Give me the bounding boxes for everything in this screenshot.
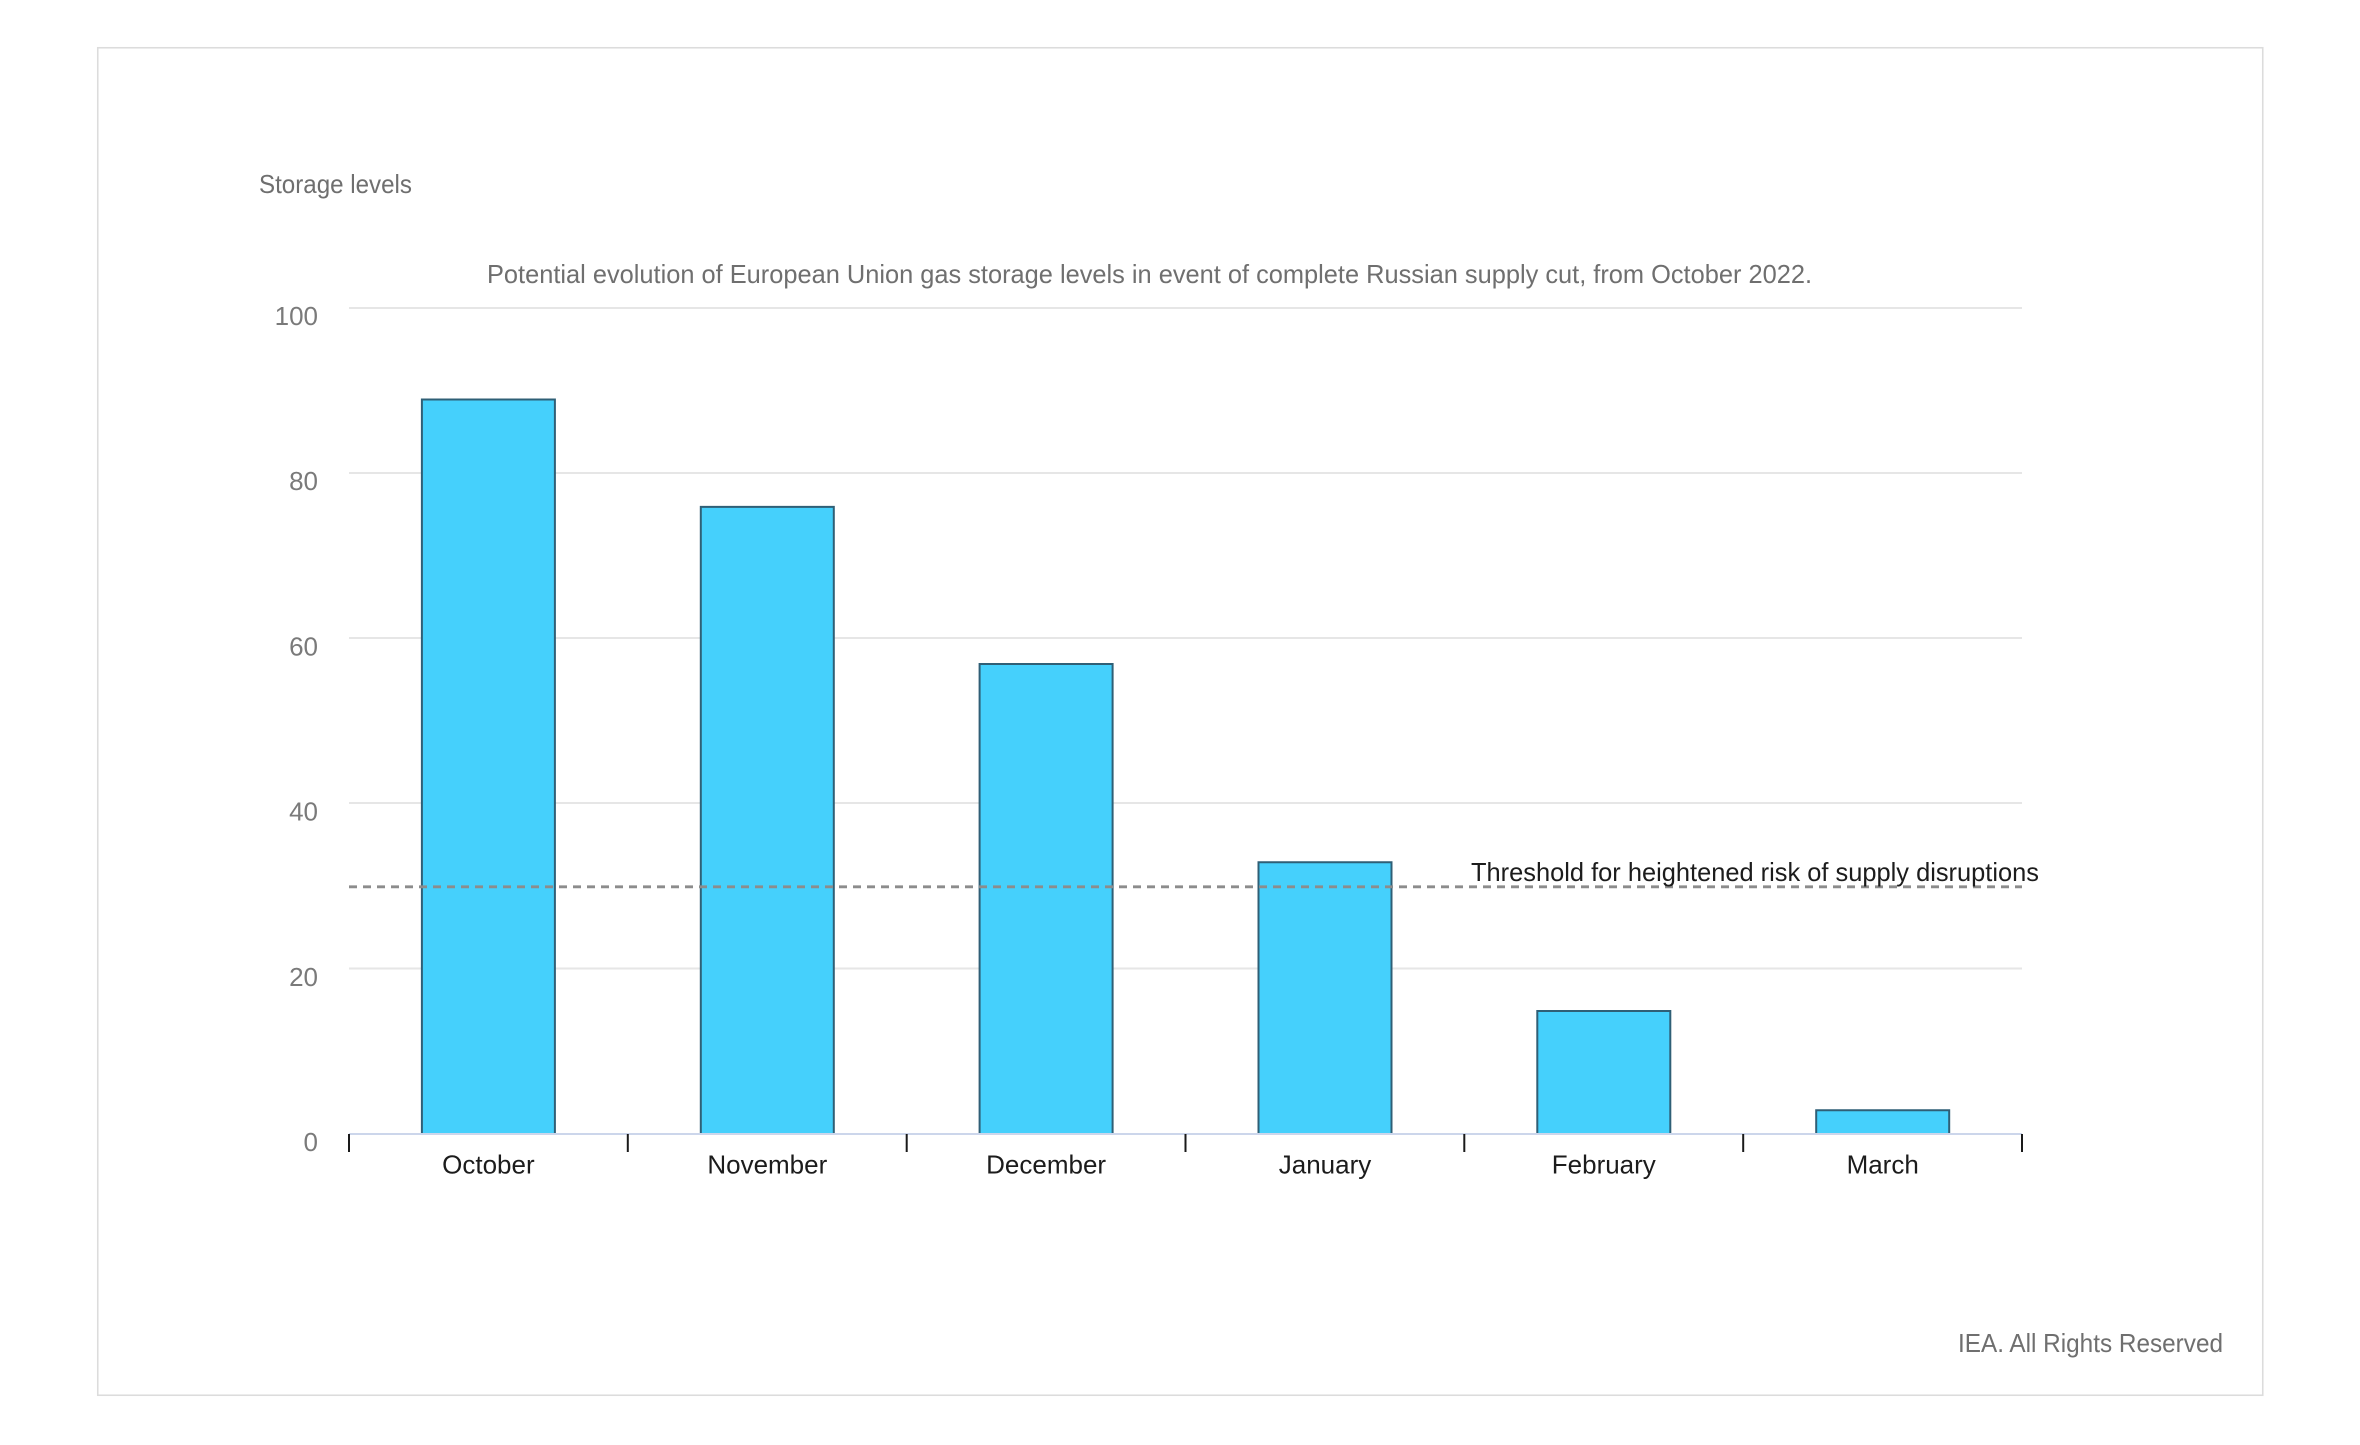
svg-text:Potential evolution of Europea: Potential evolution of European Union ga… — [487, 259, 1812, 289]
svg-text:Threshold for heightened risk: Threshold for heightened risk of supply … — [1471, 857, 2039, 887]
svg-text:October: October — [442, 1150, 535, 1180]
svg-text:80: 80 — [289, 466, 318, 496]
svg-text:40: 40 — [289, 797, 318, 827]
svg-text:0: 0 — [304, 1127, 318, 1157]
svg-text:March: March — [1847, 1150, 1919, 1180]
svg-text:December: December — [986, 1150, 1106, 1180]
svg-text:IEA. All Rights Reserved: IEA. All Rights Reserved — [1958, 1328, 2223, 1358]
svg-text:60: 60 — [289, 631, 318, 661]
svg-text:November: November — [707, 1150, 827, 1180]
svg-text:Storage levels: Storage levels — [259, 169, 412, 199]
svg-text:20: 20 — [289, 962, 318, 992]
svg-text:100: 100 — [275, 301, 318, 331]
svg-text:February: February — [1552, 1150, 1656, 1180]
svg-text:January: January — [1279, 1150, 1372, 1180]
